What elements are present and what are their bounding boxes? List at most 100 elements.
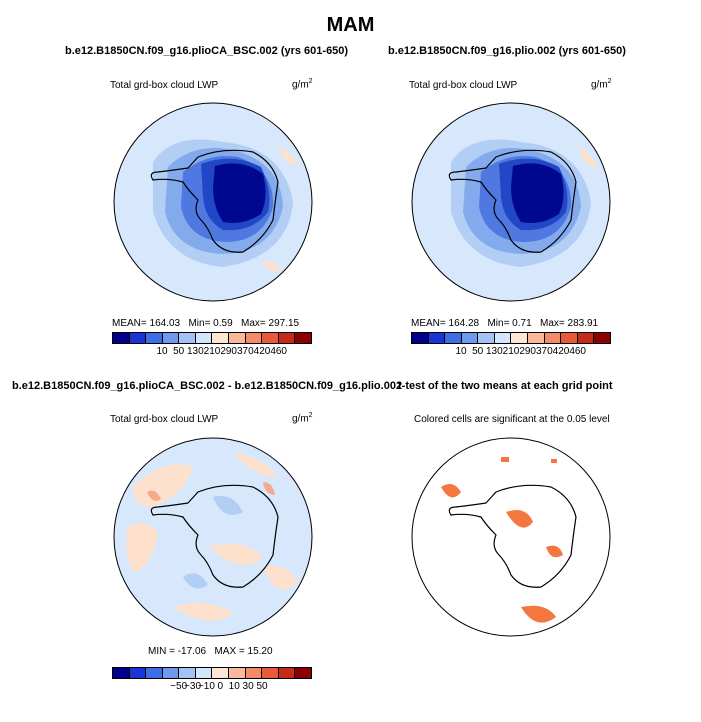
panel3-subtitle: Total grd-box cloud LWP bbox=[110, 414, 219, 425]
panel1-unit: g/m2 bbox=[292, 78, 313, 91]
colorbar-swatch bbox=[195, 668, 213, 678]
panel1-colorbar-labels: 10 50 130 210 290 370 420 460 bbox=[112, 346, 312, 358]
significant-cells bbox=[521, 605, 556, 623]
colorbar-tick-label: 0 bbox=[217, 681, 224, 692]
significant-cells bbox=[506, 509, 533, 528]
strong-warm-anomaly bbox=[147, 490, 161, 501]
map-border bbox=[411, 437, 611, 637]
colorbar-swatch bbox=[295, 333, 311, 343]
colorbar-swatch bbox=[195, 333, 213, 343]
panel3-map bbox=[113, 437, 313, 637]
significant-cells bbox=[546, 545, 563, 558]
colorbar-swatch bbox=[245, 333, 263, 343]
warm-anomaly bbox=[263, 566, 298, 590]
panel3-colorbar bbox=[112, 667, 312, 679]
warm-patch bbox=[579, 147, 597, 170]
colorbar-swatch bbox=[162, 668, 180, 678]
panel2-colorbar bbox=[411, 332, 611, 344]
lwp-core bbox=[213, 163, 266, 223]
colorbar-tick-label: 290 bbox=[519, 346, 536, 357]
colorbar-tick-label: −30 bbox=[184, 681, 202, 692]
panel1-subtitle: Total grd-box cloud LWP bbox=[110, 80, 219, 91]
colorbar-tick-label: 370 bbox=[236, 346, 254, 357]
colorbar-swatch bbox=[445, 333, 462, 343]
colorbar-swatch bbox=[295, 668, 311, 678]
colorbar-swatch bbox=[113, 333, 130, 343]
colorbar-tick-label: 210 bbox=[203, 346, 221, 357]
colorbar-swatch bbox=[412, 333, 429, 343]
colorbar-tick-label: 50 bbox=[472, 346, 484, 357]
panel1-colorbar bbox=[112, 332, 312, 344]
colorbar-swatch bbox=[278, 333, 296, 343]
significant-cells bbox=[441, 483, 461, 498]
antarctica-coastline bbox=[448, 484, 577, 588]
colorbar-tick-label: 10 bbox=[228, 681, 240, 692]
panel4-map bbox=[411, 437, 611, 637]
map-border bbox=[113, 102, 313, 302]
antarctica-coastline bbox=[448, 149, 577, 253]
colorbar-tick-label: 30 bbox=[242, 681, 254, 692]
panel2-subtitle: Total grd-box cloud LWP bbox=[409, 80, 518, 91]
colorbar-swatch bbox=[129, 333, 147, 343]
panel2-map bbox=[411, 102, 611, 302]
colorbar-tick-label: 130 bbox=[186, 346, 204, 357]
colorbar-swatch bbox=[428, 333, 446, 343]
colorbar-tick-label: 290 bbox=[220, 346, 237, 357]
colorbar-tick-label: −50 bbox=[170, 681, 188, 692]
panel3-title: b.e12.B1850CN.f09_g16.plioCA_BSC.002 - b… bbox=[12, 380, 403, 392]
colorbar-swatch bbox=[461, 333, 479, 343]
warm-anomaly bbox=[208, 543, 263, 565]
colorbar-tick-label: 130 bbox=[485, 346, 503, 357]
colorbar-swatch bbox=[577, 333, 595, 343]
panel1-stats: MEAN= 164.03 Min= 0.59 Max= 297.15 bbox=[112, 318, 300, 329]
panel2-unit: g/m2 bbox=[591, 78, 612, 91]
colorbar-swatch bbox=[179, 333, 196, 343]
colorbar-swatch bbox=[179, 668, 196, 678]
significant-cells bbox=[551, 459, 557, 463]
colorbar-swatch bbox=[544, 333, 562, 343]
colorbar-swatch bbox=[146, 333, 163, 343]
colorbar-swatch bbox=[129, 668, 147, 678]
colorbar-swatch bbox=[511, 333, 529, 343]
warm-patch bbox=[278, 147, 298, 167]
colorbar-swatch bbox=[229, 668, 246, 678]
colorbar-tick-label: 370 bbox=[535, 346, 553, 357]
colorbar-tick-label: −10 bbox=[197, 681, 215, 692]
warm-patch bbox=[263, 261, 281, 271]
colorbar-swatch bbox=[478, 333, 495, 343]
colorbar-swatch bbox=[561, 333, 578, 343]
panel1-title: b.e12.B1850CN.f09_g16.plioCA_BSC.002 (yr… bbox=[65, 45, 349, 57]
panel3-colorbar-labels: −50 −30 −10 0 10 30 50 bbox=[112, 681, 312, 693]
panel3-stats: MIN = -17.06 MAX = 15.20 bbox=[148, 646, 273, 657]
colorbar-swatch bbox=[212, 333, 230, 343]
antarctica-coastline bbox=[150, 484, 279, 588]
strong-warm-anomaly bbox=[263, 482, 275, 495]
warm-anomaly bbox=[133, 464, 193, 507]
colorbar-tick-label: 210 bbox=[502, 346, 520, 357]
colorbar-swatch bbox=[212, 668, 230, 678]
panel2-stats: MEAN= 164.28 Min= 0.71 Max= 283.91 bbox=[411, 318, 599, 329]
colorbar-tick-label: 420 bbox=[552, 346, 570, 357]
colorbar-swatch bbox=[278, 668, 296, 678]
colorbar-swatch bbox=[162, 333, 180, 343]
cool-anomaly bbox=[213, 496, 243, 515]
colorbar-swatch bbox=[113, 668, 130, 678]
colorbar-tick-label: 420 bbox=[253, 346, 271, 357]
warm-anomaly bbox=[126, 523, 158, 572]
colorbar-tick-label: 10 bbox=[455, 346, 467, 357]
colorbar-swatch bbox=[245, 668, 263, 678]
panel2-title: b.e12.B1850CN.f09_g16.plio.002 (yrs 601-… bbox=[388, 45, 626, 57]
colorbar-swatch bbox=[594, 333, 610, 343]
colorbar-tick-label: 10 bbox=[156, 346, 168, 357]
colorbar-swatch bbox=[229, 333, 246, 343]
significant-cells bbox=[501, 457, 509, 462]
warm-anomaly bbox=[173, 603, 233, 621]
colorbar-tick-label: 50 bbox=[173, 346, 185, 357]
cool-anomaly bbox=[183, 573, 208, 589]
figure-title: MAM bbox=[326, 14, 375, 36]
ocean-field bbox=[412, 438, 610, 636]
antarctica-coastline bbox=[150, 149, 279, 253]
colorbar-swatch bbox=[146, 668, 163, 678]
colorbar-swatch bbox=[262, 668, 279, 678]
panel3-unit: g/m2 bbox=[292, 412, 313, 425]
